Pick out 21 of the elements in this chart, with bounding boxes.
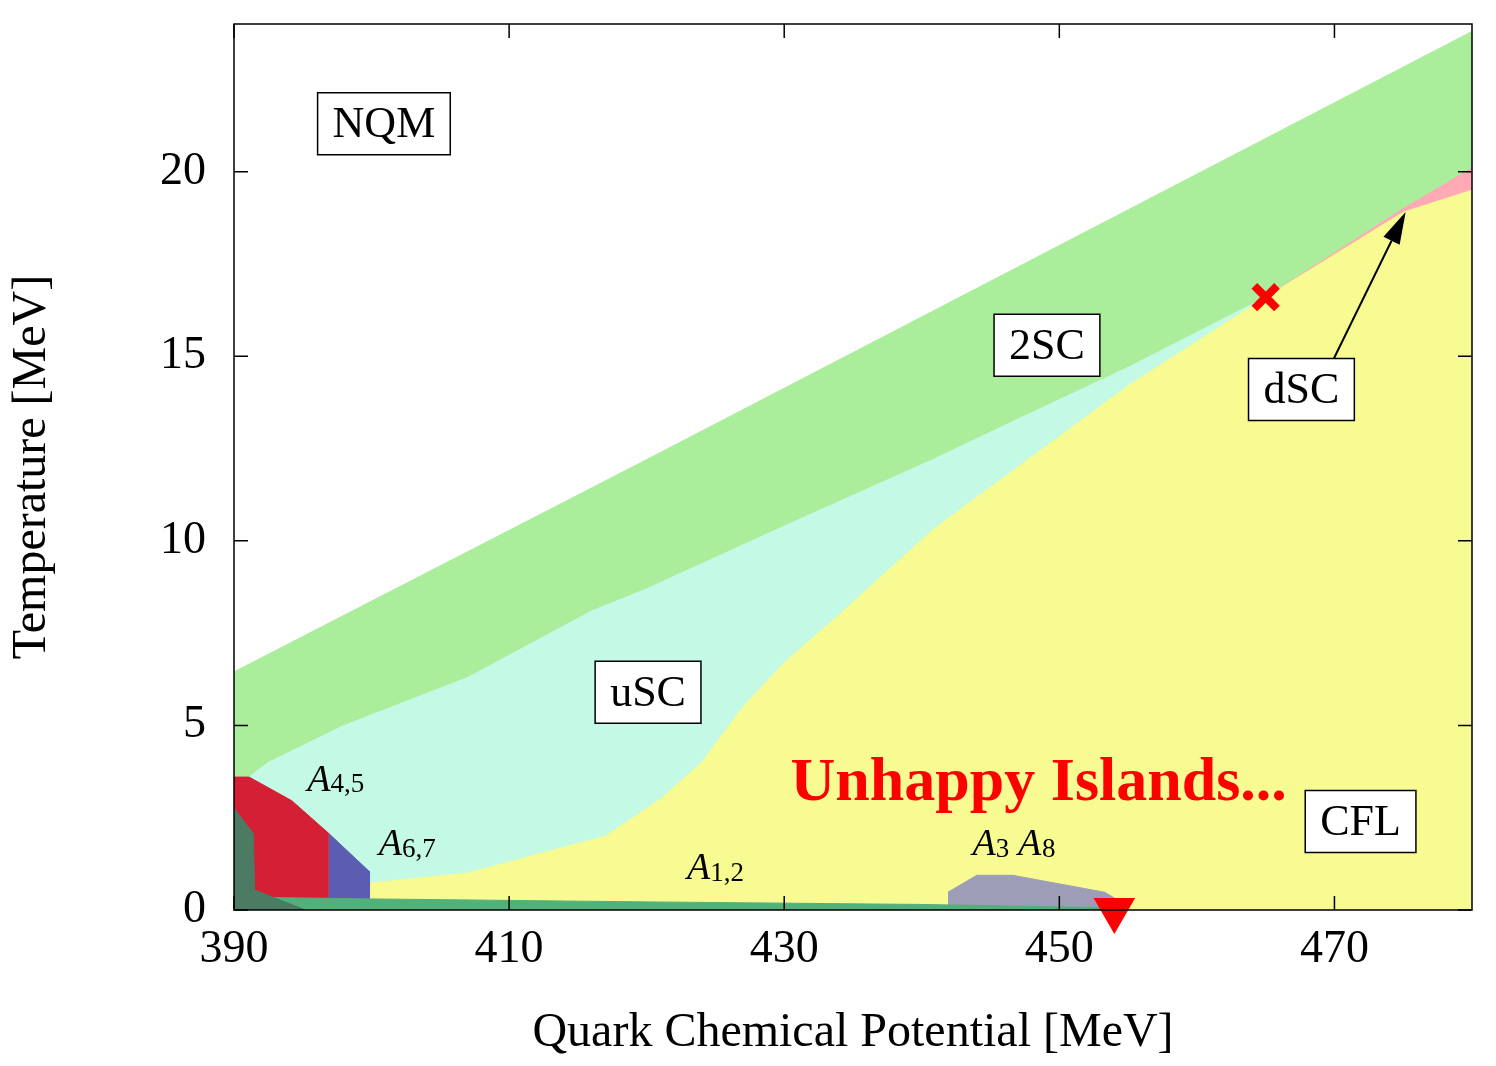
- annotation: dSC: [1263, 364, 1340, 414]
- annotation: A3 A8: [969, 821, 1056, 864]
- annotation: 2SC: [1009, 319, 1085, 369]
- x-tick-label: 390: [199, 920, 269, 972]
- annotation: NQM: [332, 98, 436, 148]
- annotation: A6,7: [375, 821, 436, 864]
- x-tick-label: 430: [749, 920, 819, 972]
- x-axis-title: Quark Chemical Potential [MeV]: [532, 1002, 1174, 1056]
- annotation: A1,2: [683, 845, 744, 888]
- x-tick-label: 450: [1024, 920, 1094, 972]
- annotation: CFL: [1320, 795, 1401, 845]
- y-tick-label: 20: [160, 142, 206, 194]
- annotation: A4,5: [304, 756, 365, 799]
- x-tick-label: 410: [474, 920, 544, 972]
- y-tick-label: 10: [160, 511, 206, 563]
- y-tick-label: 5: [183, 696, 206, 748]
- y-axis-title: Temperature [MeV]: [2, 274, 56, 660]
- x-tick-label: 470: [1299, 920, 1369, 972]
- annotation: Unhappy Islands...: [790, 745, 1287, 814]
- annotation: uSC: [610, 666, 686, 716]
- y-tick-label: 15: [160, 327, 206, 379]
